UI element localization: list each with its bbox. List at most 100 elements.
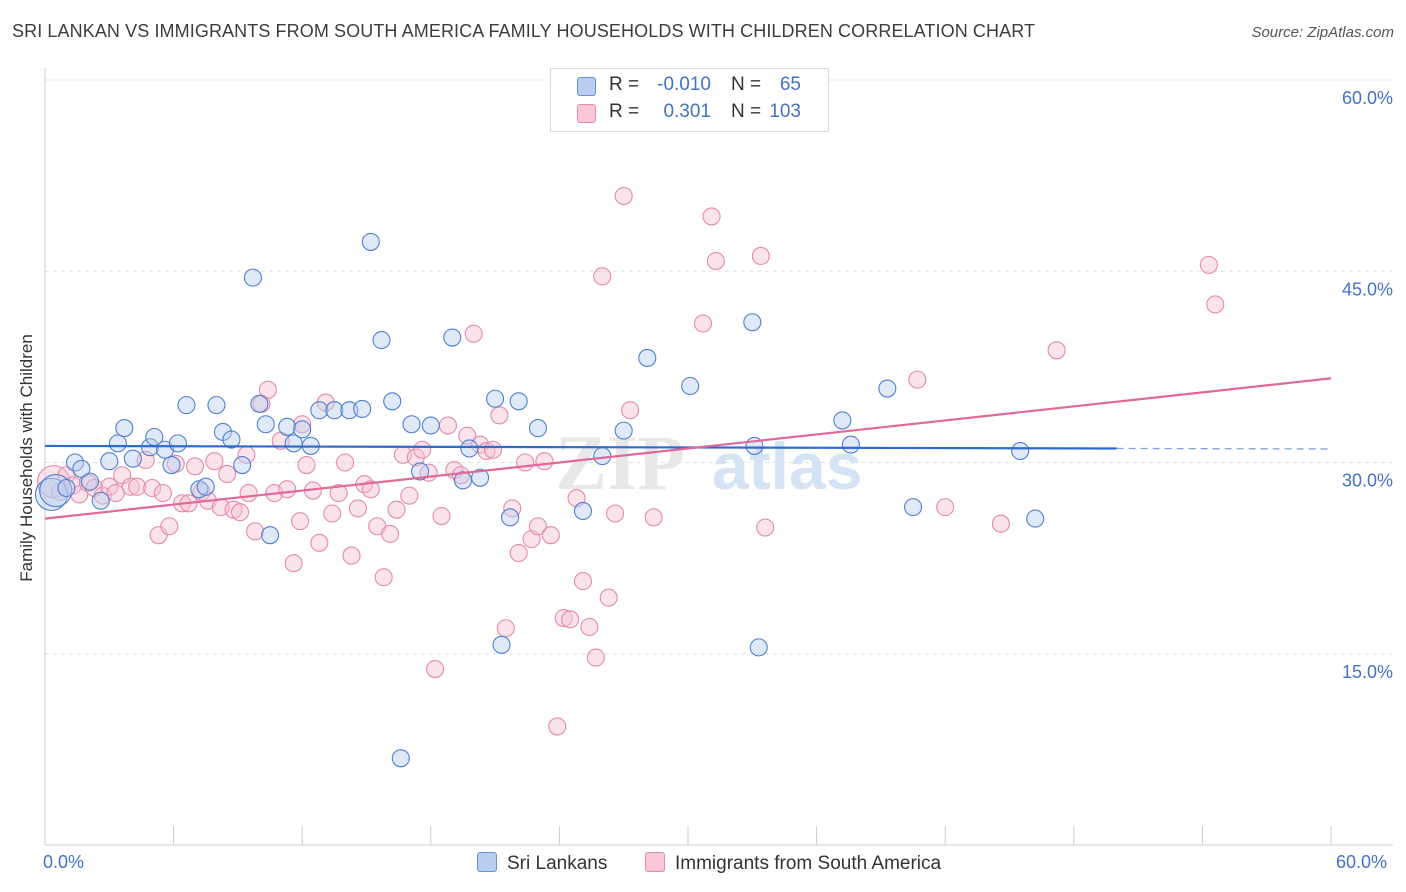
point-immigrants — [293, 415, 312, 434]
point-sri-lankans — [878, 379, 897, 398]
legend-swatch-blue — [577, 77, 596, 96]
watermark-zip: ZIP — [555, 419, 685, 506]
point-immigrants — [528, 517, 548, 536]
point-immigrants — [278, 480, 297, 499]
series-sri-lankans-points — [34, 232, 1045, 768]
point-immigrants — [160, 517, 179, 536]
point-sri-lankans — [260, 526, 280, 545]
point-sri-lankans — [391, 749, 410, 768]
watermark: ZIP atlas — [555, 419, 862, 506]
point-immigrants — [751, 246, 770, 265]
point-immigrants — [218, 464, 237, 484]
point-immigrants — [756, 518, 775, 537]
point-immigrants — [1199, 255, 1218, 274]
point-sri-lankans — [39, 473, 73, 508]
point-immigrants — [614, 186, 633, 206]
point-sri-lankans — [361, 232, 380, 251]
point-sri-lankans — [749, 638, 768, 657]
point-immigrants — [121, 477, 140, 496]
point-immigrants — [128, 477, 147, 496]
point-sri-lankans — [340, 401, 359, 420]
trend-lines — [44, 377, 1332, 520]
point-sri-lankans — [100, 452, 119, 471]
watermark-atlas: atlas — [712, 429, 862, 503]
point-immigrants — [548, 717, 567, 736]
point-immigrants — [329, 484, 348, 503]
point-sri-lankans — [492, 635, 511, 654]
point-sri-lankans — [1011, 441, 1030, 461]
point-immigrants — [535, 452, 554, 471]
point-sri-lankans — [411, 462, 430, 481]
point-sri-lankans — [256, 415, 275, 434]
x-tick-label-max: 60.0% — [1336, 852, 1388, 872]
point-sri-lankans — [34, 477, 68, 511]
point-immigrants — [702, 207, 721, 226]
point-sri-lankans — [353, 399, 372, 419]
point-sri-lankans — [501, 508, 520, 527]
legend-swatch-blue — [477, 852, 497, 872]
point-immigrants — [310, 533, 329, 552]
point-sri-lankans — [681, 376, 700, 396]
source-label: Source: ZipAtlas.com — [1251, 24, 1394, 41]
point-sri-lankans — [196, 477, 215, 496]
point-immigrants — [483, 440, 503, 459]
point-sri-lankans — [177, 396, 196, 415]
point-immigrants — [503, 499, 522, 518]
y-tick-label: 45.0% — [1342, 279, 1393, 299]
point-immigrants — [438, 416, 457, 435]
point-sri-lankans — [72, 459, 91, 478]
point-sri-lankans — [743, 313, 762, 332]
correlation-legend: R = -0.010 N = 65 R = 0.301 N = 103 — [550, 68, 829, 132]
point-immigrants — [258, 380, 277, 399]
point-immigrants — [57, 466, 76, 485]
point-immigrants — [908, 370, 927, 389]
point-immigrants — [580, 617, 599, 637]
point-sri-lankans — [402, 415, 421, 434]
point-immigrants — [239, 484, 258, 503]
legend-r-label: R = — [609, 74, 640, 95]
point-immigrants — [554, 608, 573, 628]
point-sri-lankans — [243, 268, 262, 287]
legend-r-value: -0.010 — [657, 74, 711, 95]
axes — [44, 68, 1393, 846]
point-immigrants — [621, 401, 640, 420]
point-sri-lankans — [638, 348, 657, 368]
point-immigrants — [464, 324, 483, 343]
point-immigrants — [100, 477, 119, 496]
point-immigrants — [516, 453, 535, 472]
point-sri-lankans — [168, 434, 187, 453]
point-immigrants — [400, 486, 419, 505]
point-sri-lankans — [614, 421, 633, 440]
point-immigrants — [185, 457, 205, 476]
trend-line-immigrants — [44, 377, 1332, 520]
point-sri-lankans — [108, 434, 127, 453]
point-immigrants — [297, 455, 316, 475]
point-sri-lankans — [310, 401, 329, 420]
chart-title: SRI LANKAN VS IMMIGRANTS FROM SOUTH AMER… — [12, 21, 1036, 41]
point-sri-lankans — [833, 411, 852, 430]
y-tick-label: 60.0% — [1342, 88, 1393, 108]
legend-n-value: 103 — [769, 101, 801, 122]
legend-swatch-pink — [577, 104, 596, 123]
point-immigrants — [496, 619, 515, 638]
point-immigrants — [426, 659, 445, 679]
legend-r-label: R = — [609, 101, 640, 122]
point-immigrants — [406, 448, 425, 467]
point-immigrants — [593, 267, 612, 286]
point-immigrants — [387, 500, 406, 519]
y-tick-labels: 15.0% 30.0% 45.0% 60.0% — [1342, 88, 1393, 682]
y-tick-label: 30.0% — [1342, 471, 1393, 491]
grid-lines — [45, 79, 1393, 655]
point-sri-lankans — [471, 468, 490, 487]
point-sri-lankans — [123, 449, 142, 468]
point-immigrants — [490, 406, 509, 425]
legend-n-label: N = — [731, 101, 762, 122]
point-sri-lankans — [528, 419, 548, 438]
point-immigrants — [541, 526, 560, 545]
point-sri-lankans — [162, 455, 181, 475]
legend-n-value: 65 — [779, 74, 801, 95]
point-sri-lankans — [443, 328, 462, 347]
point-sri-lankans — [841, 435, 860, 454]
point-immigrants — [153, 484, 172, 503]
